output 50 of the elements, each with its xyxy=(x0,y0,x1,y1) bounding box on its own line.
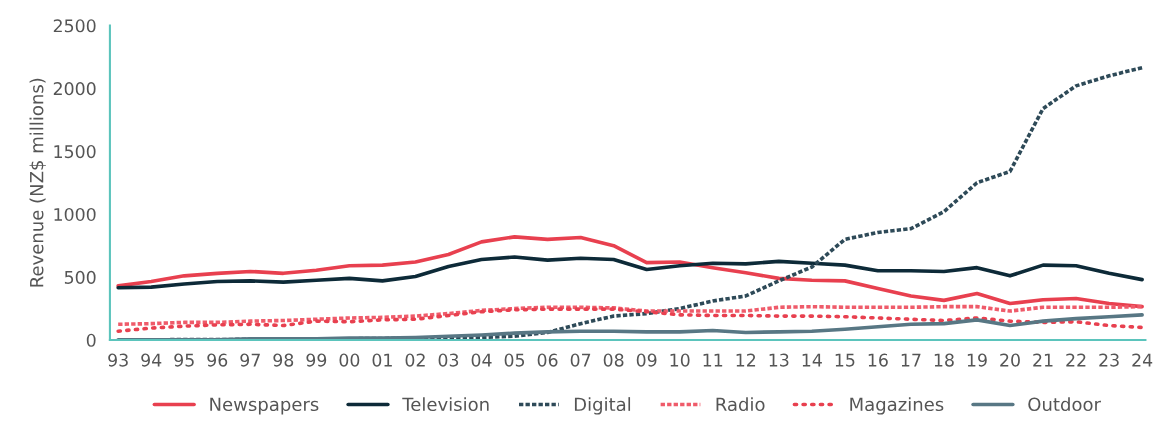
legend-label: Radio xyxy=(716,397,765,412)
y-tick-label: 2500 xyxy=(53,19,96,33)
x-tick-label: 00 xyxy=(339,353,360,367)
x-tick-label: 10 xyxy=(670,353,690,367)
x-tick-label: 02 xyxy=(405,353,425,367)
x-tick-label: 11 xyxy=(703,353,723,367)
x-tick-label: 01 xyxy=(372,353,392,367)
x-tick-label: 24 xyxy=(1132,353,1153,367)
legend-label: Digital xyxy=(574,397,631,415)
x-tick-label: 13 xyxy=(769,353,789,367)
x-tick-label: 06 xyxy=(537,353,558,367)
x-tick-label: 07 xyxy=(570,353,591,367)
x-tick-label: 19 xyxy=(967,353,987,367)
x-tick-label: 99 xyxy=(306,353,327,367)
x-tick-label: 03 xyxy=(438,353,459,367)
x-tick-label: 98 xyxy=(273,353,294,367)
y-tick-label: 1500 xyxy=(54,145,96,159)
x-tick-label: 05 xyxy=(504,353,525,367)
x-tick-label: 20 xyxy=(1000,353,1020,367)
x-tick-label: 04 xyxy=(471,353,492,367)
line-series xyxy=(116,235,1144,309)
x-tick-label: 17 xyxy=(901,353,921,367)
x-tick-label: 97 xyxy=(240,353,260,367)
x-tick-label: 08 xyxy=(603,353,624,367)
y-axis-title: Revenue (NZ$ millions) xyxy=(29,78,46,287)
x-tick-label: 15 xyxy=(835,353,855,367)
x-tick-label: 95 xyxy=(174,353,194,367)
x-tick-label: 14 xyxy=(802,353,822,367)
x-tick-label: 12 xyxy=(736,353,756,367)
line-series xyxy=(116,255,1144,290)
line-series xyxy=(116,313,1144,340)
x-tick-label: 16 xyxy=(868,353,888,367)
y-tick-label: 2000 xyxy=(53,82,96,96)
y-tick-label: 500 xyxy=(64,270,96,284)
x-tick-label: 22 xyxy=(1066,353,1086,367)
y-tick-label: 0 xyxy=(86,333,96,347)
legend-label: Outdoor xyxy=(1028,397,1101,412)
x-tick-label: 21 xyxy=(1033,353,1053,367)
legend-label: Magazines xyxy=(850,397,944,415)
x-tick-label: 94 xyxy=(141,353,162,367)
x-tick-label: 18 xyxy=(934,353,954,367)
y-tick-label: 1000 xyxy=(54,207,96,222)
legend-label: Television xyxy=(402,397,489,412)
line-series xyxy=(116,304,1144,327)
x-tick-label: 09 xyxy=(636,353,657,367)
line-series xyxy=(116,307,1144,333)
x-tick-label: 23 xyxy=(1099,353,1119,367)
x-tick-label: 96 xyxy=(207,353,228,367)
x-tick-label: 93 xyxy=(108,353,128,367)
legend-label: Newspapers xyxy=(210,397,319,415)
